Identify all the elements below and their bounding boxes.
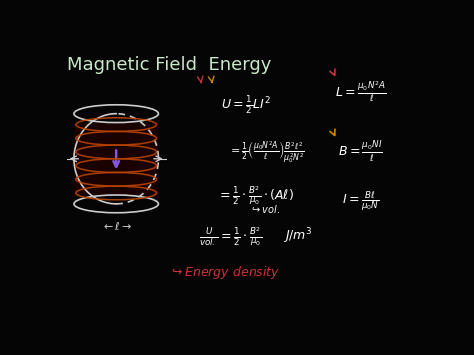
Text: $J/m^3$: $J/m^3$: [283, 227, 313, 246]
Bar: [74, 123, 158, 195]
Text: $\leftarrow \ell \rightarrow$: $\leftarrow \ell \rightarrow$: [100, 220, 132, 232]
Text: $I = \frac{B\ell}{\mu_0 N}$: $I = \frac{B\ell}{\mu_0 N}$: [342, 190, 379, 213]
Text: $\frac{U}{vol.} = \frac{1}{2} \cdot \frac{B^2}{\mu_0}$: $\frac{U}{vol.} = \frac{1}{2} \cdot \fra…: [199, 225, 262, 248]
Text: $B = \frac{\mu_0 N I}{\ell}$: $B = \frac{\mu_0 N I}{\ell}$: [338, 140, 383, 164]
Text: $U = \frac{1}{2} L I^2$: $U = \frac{1}{2} L I^2$: [221, 94, 271, 116]
Text: Magnetic Field  Energy: Magnetic Field Energy: [66, 56, 271, 74]
Text: $L = \frac{\mu_0 N^2 A}{\ell}$: $L = \frac{\mu_0 N^2 A}{\ell}$: [335, 80, 386, 104]
Text: $= \frac{1}{2} \cdot \frac{B^2}{\mu_0} \cdot (A\ell)$: $= \frac{1}{2} \cdot \frac{B^2}{\mu_0} \…: [217, 184, 294, 207]
Text: $\hookrightarrow Energy\ density$: $\hookrightarrow Energy\ density$: [169, 264, 281, 281]
Text: $\hookrightarrow vol.$: $\hookrightarrow vol.$: [250, 203, 281, 215]
Text: $= \frac{1}{2} \left(\frac{\mu_0 N^2 A}{\ell}\right) \frac{B^2 \ell^2}{\mu_0^2 N: $= \frac{1}{2} \left(\frac{\mu_0 N^2 A}{…: [228, 139, 305, 165]
